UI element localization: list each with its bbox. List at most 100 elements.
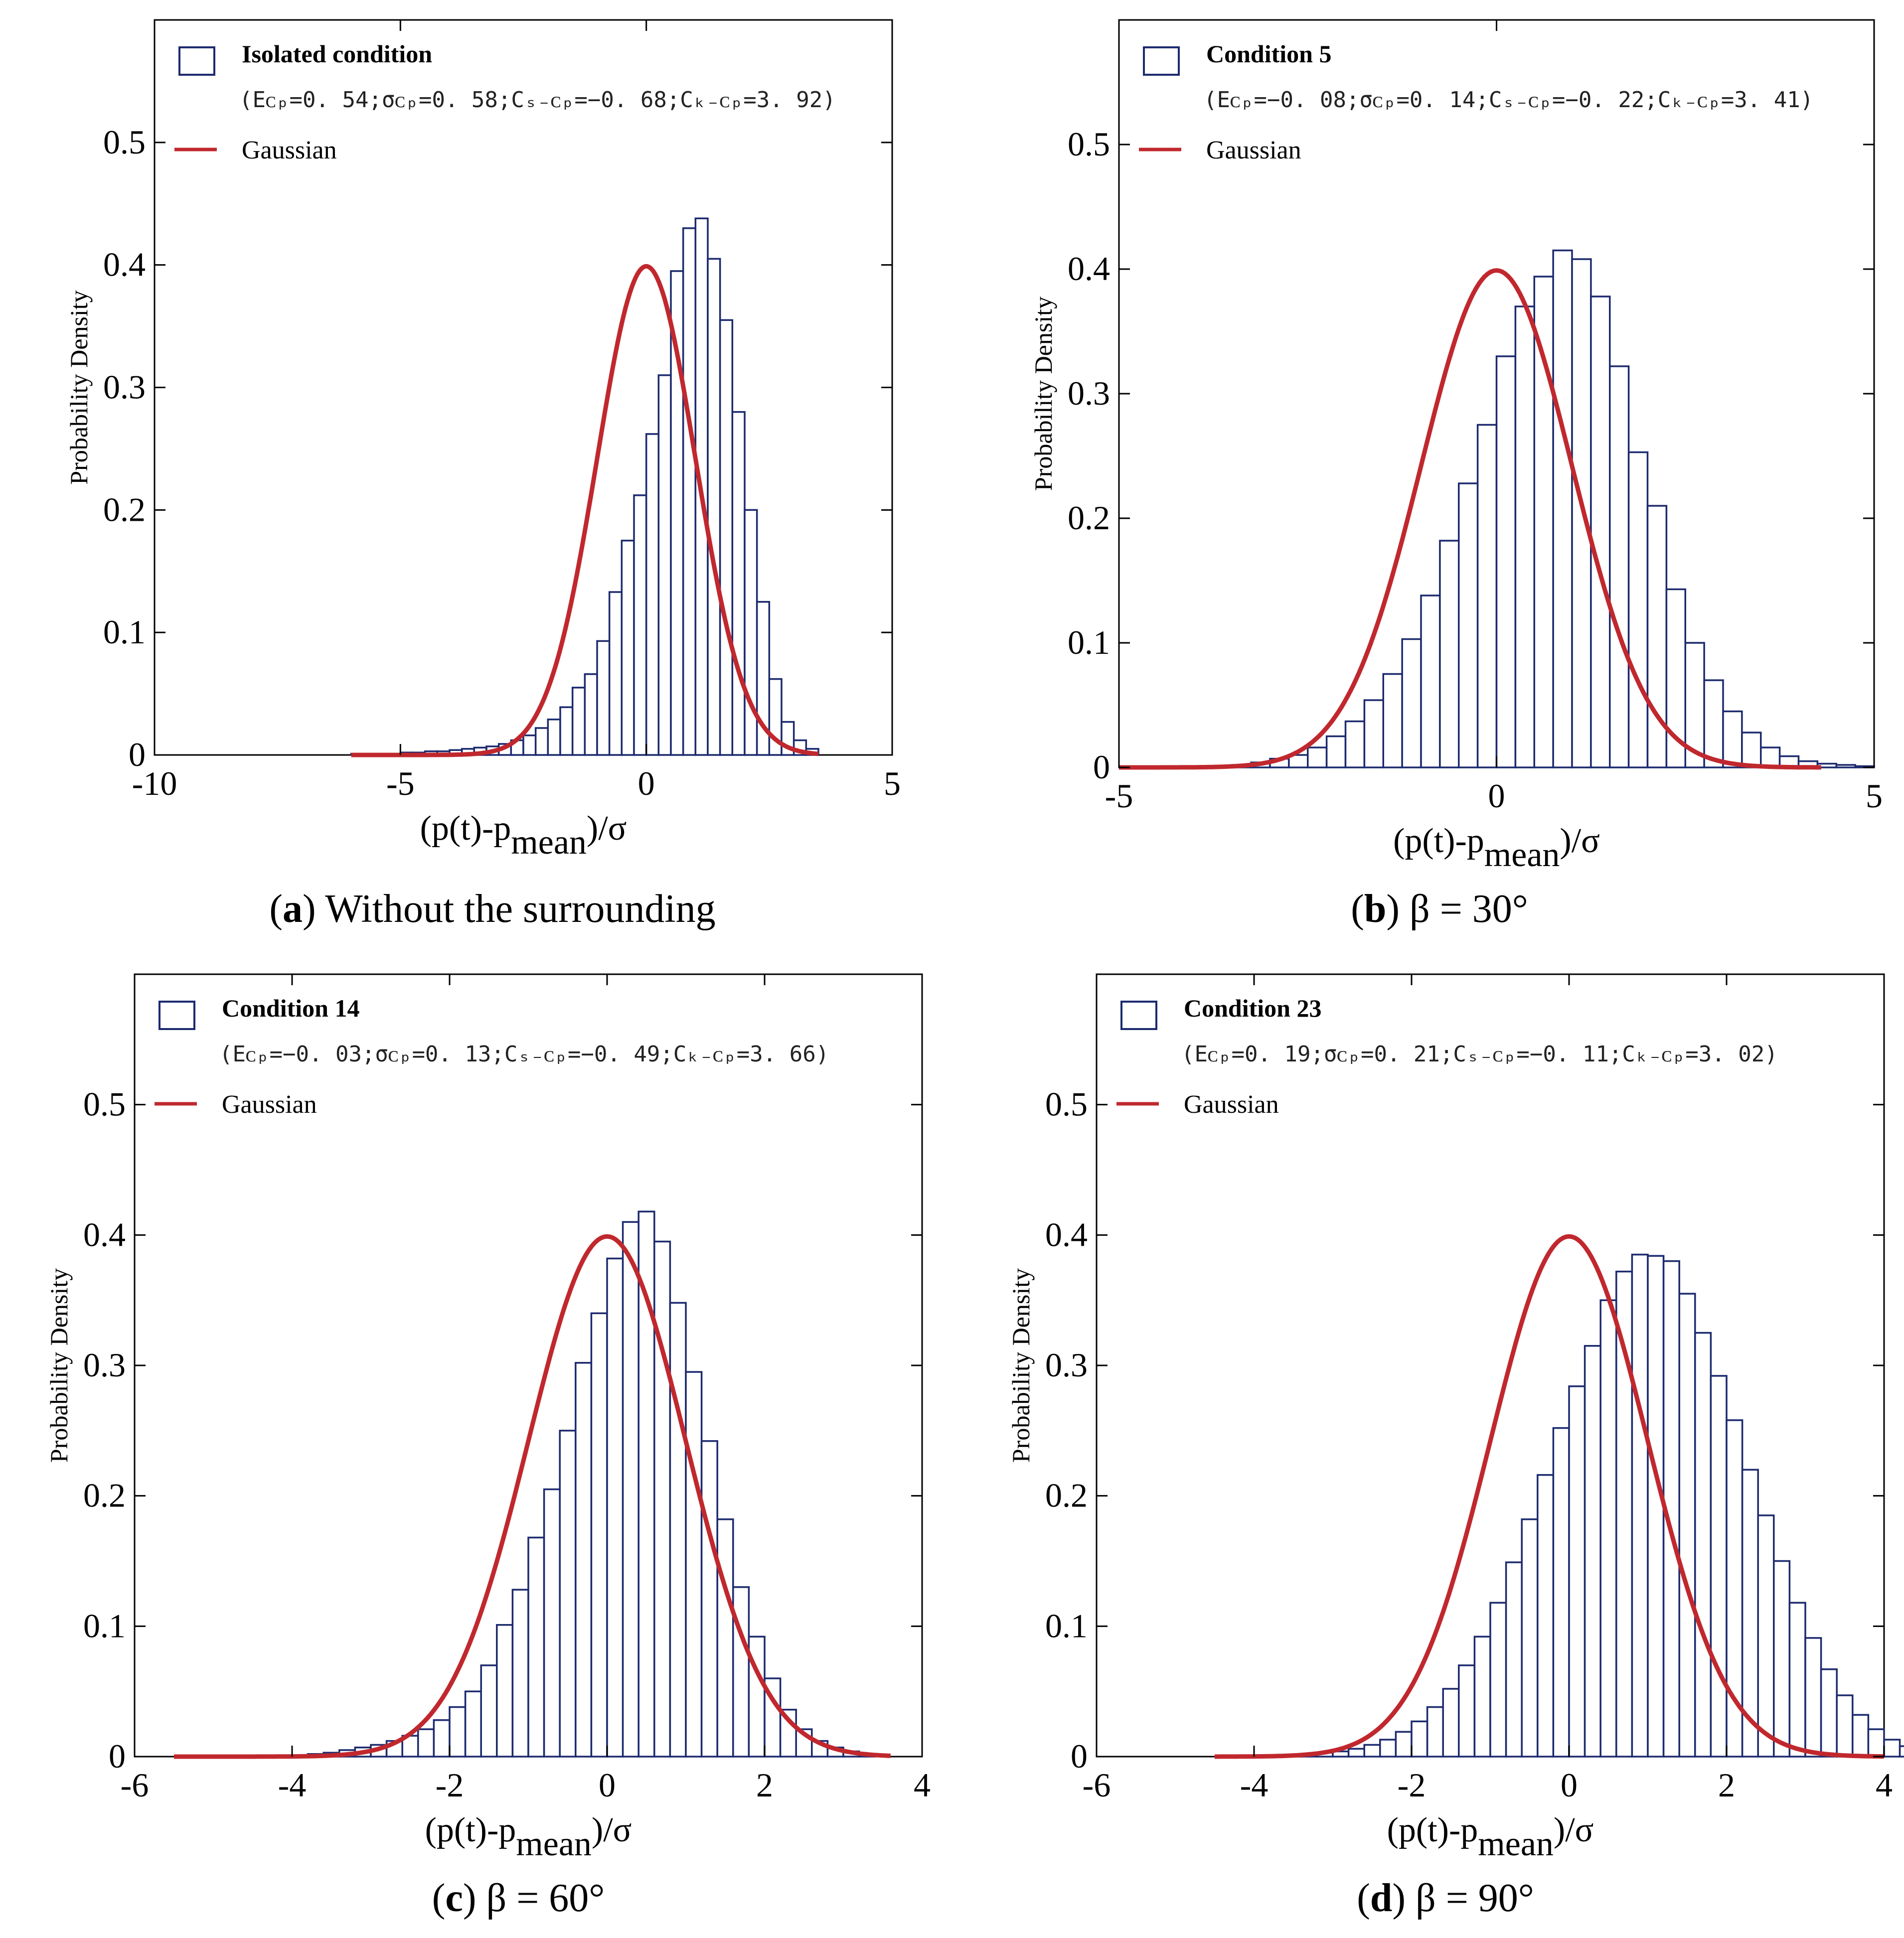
histogram-bar: [596, 640, 611, 756]
y-tick-label: 0.2: [103, 490, 146, 528]
histogram-bar: [1773, 1560, 1791, 1758]
legend-gaussian-label: Gaussian: [222, 1090, 317, 1119]
legend-title: Condition 14: [222, 994, 359, 1022]
histogram-bar: [559, 1430, 577, 1758]
histogram-bar: [480, 1664, 498, 1758]
x-tick-label: 5: [884, 764, 901, 802]
histogram-bar: [645, 433, 660, 756]
histogram-bar: [590, 1312, 608, 1758]
histogram-bar: [1599, 1299, 1617, 1758]
x-tick-label: 4: [1876, 1766, 1893, 1804]
y-tick-label: 0: [1071, 1737, 1088, 1775]
histogram-bar: [1489, 1602, 1507, 1758]
y-tick-label: 0.3: [83, 1346, 126, 1384]
panel-caption: (b) β = 30°: [1351, 887, 1528, 931]
histogram-bar: [633, 494, 647, 756]
histogram-bar: [1852, 1714, 1870, 1758]
y-tick-label: 0: [1093, 748, 1110, 786]
histogram-bar: [1458, 1664, 1476, 1758]
histogram-bar: [622, 1221, 639, 1758]
y-tick-label: 0.1: [1045, 1607, 1088, 1644]
legend-gaussian-label: Gaussian: [1184, 1090, 1279, 1119]
legend-title: Condition 23: [1184, 994, 1321, 1022]
histogram-bar: [1899, 1745, 1904, 1758]
x-tick-label: 0: [638, 764, 655, 802]
y-tick-label: 0.5: [103, 123, 146, 161]
y-tick-label: 0.1: [1068, 623, 1110, 661]
plot-frame: [154, 19, 893, 756]
histogram-bar: [1411, 1720, 1428, 1758]
histogram-bar: [1836, 1694, 1854, 1758]
histogram-bar: [1646, 505, 1668, 768]
x-axis-label: (p(t)-pmean)/σ: [1393, 822, 1600, 874]
histogram-bar: [1439, 540, 1460, 768]
histogram-bar: [1722, 710, 1743, 768]
histogram-bar: [1401, 638, 1422, 768]
histogram-bar: [1521, 1518, 1539, 1758]
histogram-bar: [417, 1728, 435, 1758]
legend-title: Isolated condition: [242, 40, 432, 68]
chart-panel-1: 0 0.1 0.2 0.3 0.4 0.5 -10 -5 0 5 Probability Densi…: [65, 19, 901, 931]
x-tick-label: 2: [1718, 1766, 1735, 1804]
y-tick-label: 0.3: [1068, 374, 1110, 412]
y-axis-label: Probability Density: [1029, 297, 1057, 491]
y-tick-label: 0.5: [1068, 125, 1110, 163]
y-tick-label: 0.3: [1045, 1346, 1088, 1384]
histogram-bar: [1382, 673, 1403, 768]
y-tick-label: 0.4: [1068, 250, 1110, 288]
histogram-bar: [1757, 1514, 1775, 1758]
x-axis-label: (p(t)-pmean)/σ: [420, 809, 627, 862]
chart-panel-3: 0 0.1 0.2 0.3 0.4 0.5 -6 -4 -2 0 2 4 Probability Den…: [45, 973, 931, 1920]
y-tick-label: 0.1: [103, 613, 146, 651]
histogram-bar: [571, 687, 586, 756]
histogram-bar: [534, 727, 549, 756]
histogram-bar: [1533, 276, 1554, 768]
histogram-bar: [1379, 1739, 1397, 1758]
x-tick-label: 4: [914, 1766, 931, 1804]
panel-caption: (d) β = 90°: [1357, 1876, 1534, 1920]
histogram-bar: [1537, 1474, 1555, 1758]
x-tick-label: -6: [1083, 1766, 1111, 1804]
histogram-bar: [1710, 1375, 1728, 1758]
legend-stats: (Eᴄₚ=−0. 03;σᴄₚ=0. 13;Cₛ₋ᴄₚ=−0. 49;Cₖ₋ᴄₚ…: [219, 1042, 829, 1067]
x-tick-label: 2: [756, 1766, 773, 1804]
histogram-bar: [1347, 1748, 1365, 1758]
histogram-bar: [1741, 1469, 1759, 1758]
histogram-bar: [1788, 1602, 1806, 1758]
histogram-bar: [1476, 424, 1498, 768]
x-tick-label: -6: [121, 1766, 149, 1804]
histogram-bar: [543, 1488, 561, 1758]
legend-histogram-swatch: [159, 1001, 195, 1030]
histogram-bar: [1505, 1561, 1523, 1758]
legend-histogram-swatch: [1120, 1001, 1157, 1030]
histogram-bar: [511, 1589, 529, 1758]
histogram-bar: [1590, 296, 1611, 768]
histogram-bar: [653, 1240, 671, 1758]
histogram-bar: [669, 1302, 687, 1758]
histogram-bar: [527, 1536, 545, 1758]
histogram-bar: [1804, 1637, 1822, 1758]
y-axis-label: Probability Density: [1007, 1268, 1035, 1463]
histogram-bar: [1883, 1739, 1901, 1758]
legend-histogram-swatch: [1143, 46, 1180, 76]
y-tick-label: 0.4: [103, 246, 146, 284]
histogram-bar: [621, 540, 635, 756]
histogram-bar: [1631, 1253, 1649, 1758]
histogram-bar: [1584, 1345, 1601, 1758]
x-tick-label: -5: [1105, 777, 1133, 815]
histogram-bar: [1514, 305, 1535, 768]
histogram-bar: [1442, 1688, 1460, 1758]
histogram-bar: [1820, 1668, 1838, 1758]
legend-gaussian-label: Gaussian: [242, 136, 337, 164]
histogram-bar: [700, 1440, 718, 1758]
histogram-bar: [1552, 1427, 1570, 1758]
histogram-bar: [1703, 679, 1724, 768]
panel-caption: (a) Without the surrounding: [269, 887, 715, 931]
x-tick-label: -10: [132, 764, 177, 802]
histogram-bar: [606, 1257, 624, 1758]
histogram-bar: [1678, 1293, 1696, 1758]
x-tick-label: -4: [1240, 1766, 1269, 1804]
x-tick-label: 0: [599, 1766, 616, 1804]
histogram-bar: [464, 1690, 482, 1758]
